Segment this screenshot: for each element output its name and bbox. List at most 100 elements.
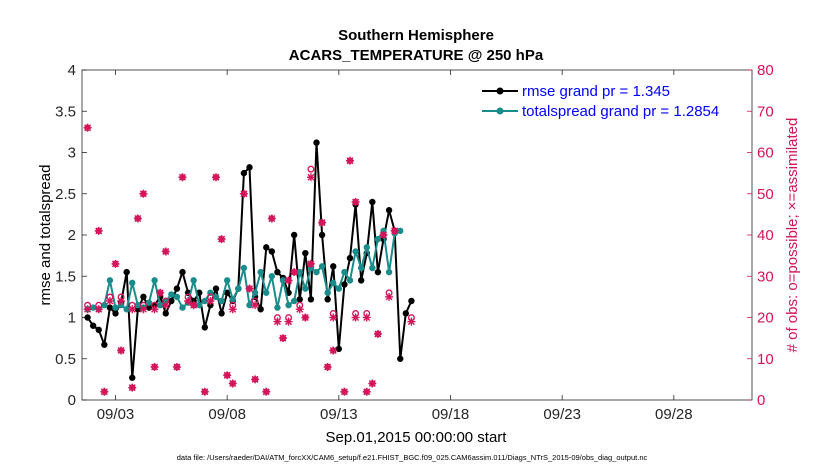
obs-star-stroke <box>329 314 337 321</box>
series-point-0 <box>324 296 331 303</box>
x-tick-label: 09/18 <box>432 406 470 423</box>
y-tick-label: 1 <box>68 310 76 327</box>
series-point-1 <box>341 268 348 276</box>
series-point-1 <box>101 301 108 309</box>
obs-scatter-marker <box>217 235 226 244</box>
series-point-1 <box>251 289 259 296</box>
series-point-1 <box>279 277 287 284</box>
y-axis-label: rmse and totalspread <box>37 165 54 306</box>
legend-rmse-label: rmse grand pr = 1.345 <box>522 83 670 100</box>
obs-star-stroke <box>151 305 159 313</box>
series-point-1 <box>134 301 142 309</box>
obs-star-stroke <box>106 297 114 305</box>
obs-scatter-marker <box>373 330 382 338</box>
series-point-0 <box>318 231 326 239</box>
obs-star-stroke <box>246 285 253 293</box>
legend-rmse-marker <box>496 87 504 95</box>
obs-star-stroke <box>112 260 119 268</box>
y-tick-label: 2.5 <box>55 186 76 203</box>
obs-scatter-marker <box>161 247 170 256</box>
obs-star-stroke <box>352 198 360 206</box>
obs-star-stroke <box>380 231 387 239</box>
obs-scatter-marker <box>111 259 120 268</box>
series-point-1 <box>257 268 264 276</box>
series-point-0 <box>385 207 393 214</box>
series-point-0 <box>402 310 410 317</box>
obs-assimilated-marker <box>161 301 170 310</box>
obs-scatter-marker <box>290 268 299 277</box>
chart-subtitle: ACARS_TEMPERATURE @ 250 hPa <box>289 47 544 64</box>
obs-scatter-marker <box>150 363 159 371</box>
series-point-0 <box>369 198 376 206</box>
obs-star-stroke <box>329 347 337 354</box>
series-point-1 <box>268 273 276 280</box>
legend-spread-marker <box>496 107 504 115</box>
series-point-1 <box>196 301 203 309</box>
obs-scatter-marker <box>284 276 293 285</box>
obs-assimilated-marker <box>117 297 126 305</box>
series-point-0 <box>106 304 114 311</box>
series-point-1 <box>212 293 220 301</box>
obs-star-stroke <box>385 293 393 301</box>
series-point-0 <box>330 263 337 270</box>
obs-star-stroke <box>173 363 181 371</box>
obs-star-stroke <box>374 330 382 338</box>
series-point-0 <box>218 310 225 317</box>
y2-tick-label: 60 <box>757 145 774 162</box>
obs-scatter-marker <box>156 288 165 297</box>
obs-assimilated-marker <box>150 305 159 314</box>
y2-tick-label: 50 <box>757 186 774 203</box>
series-point-0 <box>408 297 415 305</box>
series-point-1 <box>357 264 365 272</box>
obs-star-stroke <box>95 305 103 313</box>
plot-area <box>81 69 753 401</box>
y-tick-label: 0 <box>68 392 76 409</box>
obs-scatter-marker <box>323 363 332 371</box>
series-point-1 <box>263 289 270 296</box>
series-point-1 <box>156 301 164 309</box>
obs-layer <box>83 123 416 396</box>
y-tick-label: 3 <box>68 145 76 162</box>
obs-star-stroke <box>212 173 220 181</box>
series-point-1 <box>346 277 354 284</box>
obs-star-stroke <box>307 173 315 181</box>
series-point-1 <box>106 277 114 284</box>
series-point-0 <box>246 164 253 171</box>
obs-assimilated-marker <box>139 305 148 314</box>
obs-star-stroke <box>84 124 92 132</box>
obs-star-stroke <box>128 305 136 313</box>
series-point-1 <box>352 248 359 255</box>
x-axis-label: Sep.01,2015 00:00:00 start <box>326 429 508 446</box>
series-point-0 <box>357 277 365 284</box>
series-point-0 <box>173 285 181 292</box>
x-tick-label: 09/23 <box>543 406 581 423</box>
obs-star-stroke <box>223 371 231 379</box>
series-point-0 <box>140 293 147 301</box>
series-point-1 <box>223 277 231 284</box>
series-point-1 <box>112 304 119 311</box>
obs-scatter-marker <box>368 379 377 388</box>
obs-assimilated-marker <box>105 297 114 305</box>
data-file-footer: data file: /Users/raeder/DAI/ATM_forcXX/… <box>177 453 648 462</box>
series-point-0 <box>307 296 315 303</box>
obs-scatter-marker <box>267 214 276 223</box>
obs-scatter-marker <box>133 214 142 223</box>
obs-star-stroke <box>117 347 125 354</box>
series-point-0 <box>274 268 281 276</box>
obs-assimilated-marker <box>329 313 338 322</box>
obs-star-stroke <box>162 248 170 255</box>
obs-scatter-marker <box>306 259 315 268</box>
series-point-0 <box>89 322 97 329</box>
series-point-1 <box>173 293 181 301</box>
series-point-1 <box>145 299 153 306</box>
obs-assimilated-marker <box>228 305 237 314</box>
obs-star-stroke <box>346 157 354 165</box>
obs-scatter-marker <box>279 334 287 343</box>
obs-assimilated-marker <box>306 173 315 182</box>
obs-star-stroke <box>156 289 164 297</box>
obs-star-stroke <box>84 305 92 313</box>
legend-spread-label: totalspread grand pr = 1.2854 <box>522 103 719 120</box>
obs-assimilated-marker <box>128 305 137 314</box>
